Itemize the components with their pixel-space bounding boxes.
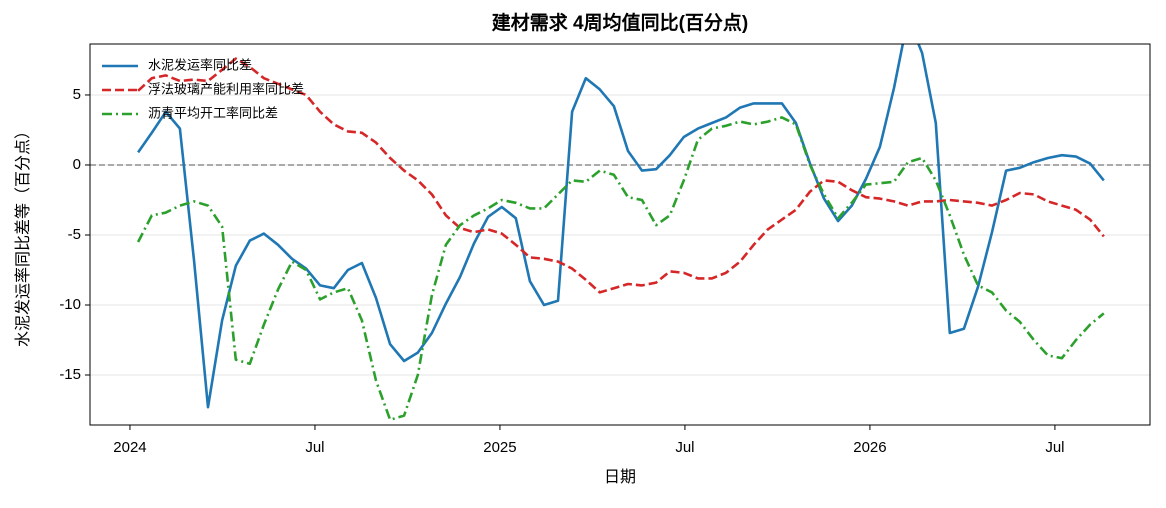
- y-tick-label: -15: [59, 366, 81, 383]
- y-tick-label: 5: [73, 86, 81, 103]
- legend-label: 水泥发运率同比差: [148, 57, 252, 72]
- legend-label: 沥青平均开工率同比差: [148, 105, 278, 120]
- x-axis-label: 日期: [604, 468, 636, 486]
- x-tick-label: 2024: [113, 439, 146, 456]
- x-tick-label: Jul: [305, 439, 324, 456]
- y-tick-label: 0: [73, 156, 81, 173]
- axes: -15 -10 -5 0 5 2024 Jul 2025 Jul 2026 Jul: [59, 86, 1064, 456]
- series-line: [136, 116, 1105, 422]
- y-axis-label: 水泥发运率同比差等（百分点）: [14, 123, 32, 347]
- y-tick-label: -10: [59, 296, 81, 313]
- x-tick-label: Jul: [1045, 439, 1064, 456]
- x-tick-label: 2025: [483, 439, 516, 456]
- x-tick-label: 2026: [853, 439, 886, 456]
- y-tick-label: -5: [68, 226, 81, 243]
- plot-area: [90, 44, 1150, 422]
- legend-label: 浮法玻璃产能利用率同比差: [148, 81, 304, 96]
- series-line: [137, 44, 1105, 409]
- x-tick-label: Jul: [675, 439, 694, 456]
- series-line: [137, 57, 1105, 294]
- chart-title: 建材需求 4周均值同比(百分点): [492, 11, 749, 34]
